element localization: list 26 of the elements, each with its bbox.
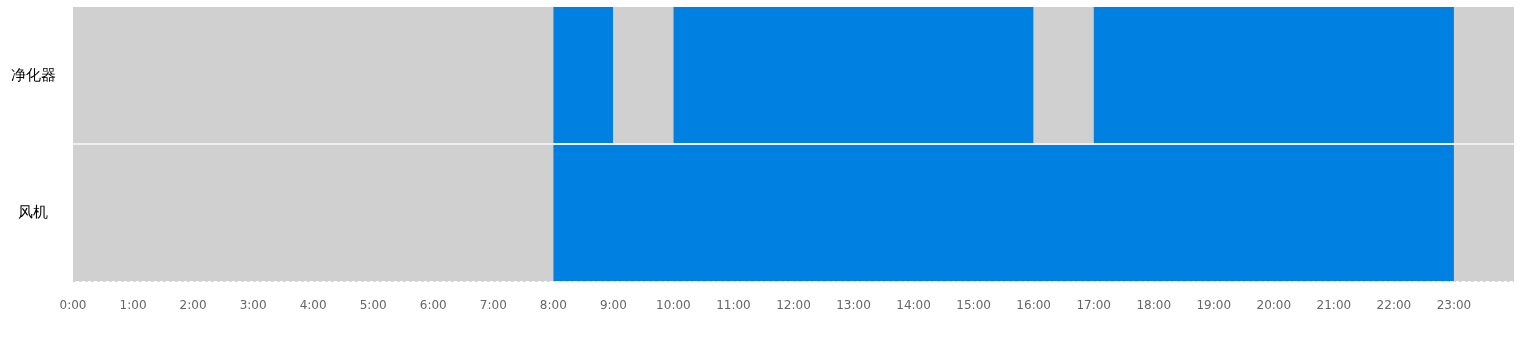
x-tick-label: 18:00 xyxy=(1136,297,1172,312)
x-tick-label: 10:00 xyxy=(656,297,691,312)
x-tick-label: 14:00 xyxy=(896,297,931,312)
x-tick-label: 2:00 xyxy=(179,297,207,312)
x-tick-label: 15:00 xyxy=(956,297,991,312)
x-tick-label: 21:00 xyxy=(1316,297,1352,312)
x-tick-label: 22:00 xyxy=(1376,297,1412,312)
x-tick-label: 6:00 xyxy=(419,297,447,312)
x-tick-label: 11:00 xyxy=(716,297,751,312)
x-tick-label: 9:00 xyxy=(599,297,627,312)
y-tick-label: 净化器 xyxy=(10,66,56,84)
x-tick-label: 7:00 xyxy=(479,297,507,312)
x-tick-label: 16:00 xyxy=(1016,297,1051,312)
x-tick-label: 4:00 xyxy=(299,297,327,312)
x-tick-label: 3:00 xyxy=(239,297,267,312)
x-tick-label: 13:00 xyxy=(836,297,871,312)
x-tick-label: 0:00 xyxy=(59,297,87,312)
x-tick-label: 17:00 xyxy=(1076,297,1112,312)
y-tick-label: 风机 xyxy=(18,203,48,221)
x-tick-label: 8:00 xyxy=(539,297,567,312)
x-tick-label: 1:00 xyxy=(119,297,147,312)
x-tick-label: 19:00 xyxy=(1196,297,1232,312)
x-tick-label: 23:00 xyxy=(1436,297,1472,312)
x-tick-label: 12:00 xyxy=(776,297,811,312)
x-tick-label: 20:00 xyxy=(1256,297,1292,312)
x-tick-label: 5:00 xyxy=(359,297,387,312)
